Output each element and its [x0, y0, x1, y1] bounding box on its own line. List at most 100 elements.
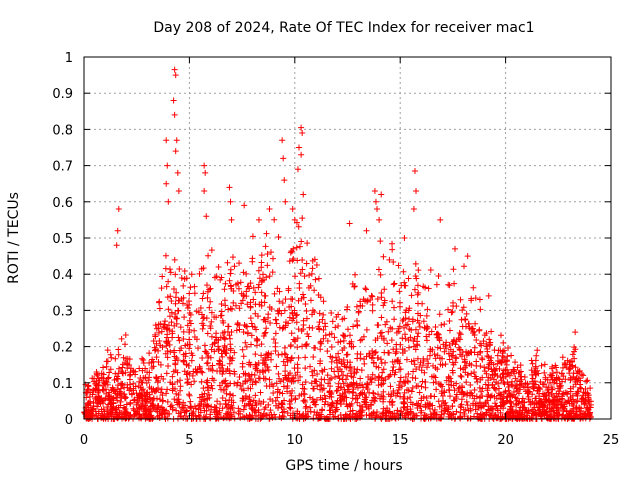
data-point [445, 350, 452, 357]
data-point [85, 407, 92, 414]
data-point [161, 321, 168, 328]
data-point [117, 385, 124, 392]
data-point [528, 367, 535, 374]
data-point [276, 288, 283, 295]
data-point [164, 294, 171, 301]
data-point [574, 397, 581, 404]
data-point [524, 380, 531, 387]
data-point [305, 284, 312, 291]
data-point [363, 286, 370, 293]
data-point [508, 381, 515, 388]
data-point [119, 381, 126, 388]
data-point [476, 394, 483, 401]
data-point [449, 369, 456, 376]
data-point [458, 396, 465, 403]
data-point [388, 399, 395, 406]
data-point [397, 378, 404, 385]
data-point [476, 296, 483, 303]
data-point [506, 383, 513, 390]
data-point [127, 381, 134, 388]
data-point [496, 392, 503, 399]
data-point [275, 351, 282, 358]
data-point [201, 342, 208, 349]
data-point [272, 316, 279, 323]
data-point [542, 409, 549, 416]
data-point [100, 400, 107, 407]
data-point [569, 351, 576, 358]
data-point [291, 365, 298, 372]
data-point [525, 384, 532, 391]
data-point [512, 383, 519, 390]
data-point [562, 399, 569, 406]
data-point [518, 411, 525, 418]
data-point [458, 373, 465, 380]
data-point [459, 384, 466, 391]
data-point [393, 329, 400, 336]
data-point [529, 391, 536, 398]
data-point [266, 376, 273, 383]
data-point [206, 415, 213, 422]
data-point [378, 290, 385, 297]
data-point [163, 338, 170, 345]
data-point [523, 412, 530, 419]
data-point [281, 397, 288, 404]
data-point [354, 321, 361, 328]
data-point [286, 404, 293, 411]
data-point [221, 297, 228, 304]
data-point [335, 380, 342, 387]
data-point [470, 284, 477, 291]
data-point [408, 292, 415, 299]
data-point [462, 406, 469, 413]
data-point [347, 359, 354, 366]
data-point [294, 344, 301, 351]
data-point [284, 385, 291, 392]
data-point [152, 347, 158, 354]
data-point [253, 342, 260, 349]
data-point [408, 358, 415, 365]
data-point [136, 390, 143, 397]
data-point [302, 379, 309, 386]
data-point [186, 336, 193, 343]
data-point [203, 213, 210, 220]
data-point [369, 371, 376, 378]
data-point [201, 162, 208, 169]
data-point [465, 320, 472, 327]
data-point [165, 363, 172, 370]
data-point [121, 405, 128, 412]
data-point [252, 351, 259, 358]
data-point [297, 270, 304, 277]
data-point [395, 262, 402, 269]
data-point [436, 403, 443, 410]
data-point [226, 184, 233, 191]
data-point [327, 391, 334, 398]
data-point [542, 376, 549, 383]
data-point [484, 397, 491, 404]
data-point [164, 162, 171, 169]
data-point [178, 275, 185, 282]
data-point [566, 400, 573, 407]
data-point [467, 389, 474, 396]
data-point [407, 406, 414, 413]
data-point [409, 318, 416, 325]
data-point [285, 285, 292, 292]
data-point [294, 369, 301, 376]
data-point [372, 375, 379, 382]
data-point [272, 347, 279, 354]
data-point [239, 360, 246, 367]
data-point [225, 323, 232, 330]
data-point [386, 256, 393, 263]
data-point [301, 385, 308, 392]
data-point [247, 304, 254, 311]
data-point [168, 298, 175, 305]
data-point [269, 398, 276, 405]
data-point [177, 387, 184, 394]
data-point [240, 269, 247, 276]
data-point [227, 270, 234, 277]
data-point [146, 350, 153, 357]
data-point [247, 385, 254, 392]
data-point [514, 378, 521, 385]
data-point [235, 405, 242, 412]
data-point [157, 342, 164, 349]
data-point [288, 248, 295, 255]
data-point [340, 332, 347, 339]
